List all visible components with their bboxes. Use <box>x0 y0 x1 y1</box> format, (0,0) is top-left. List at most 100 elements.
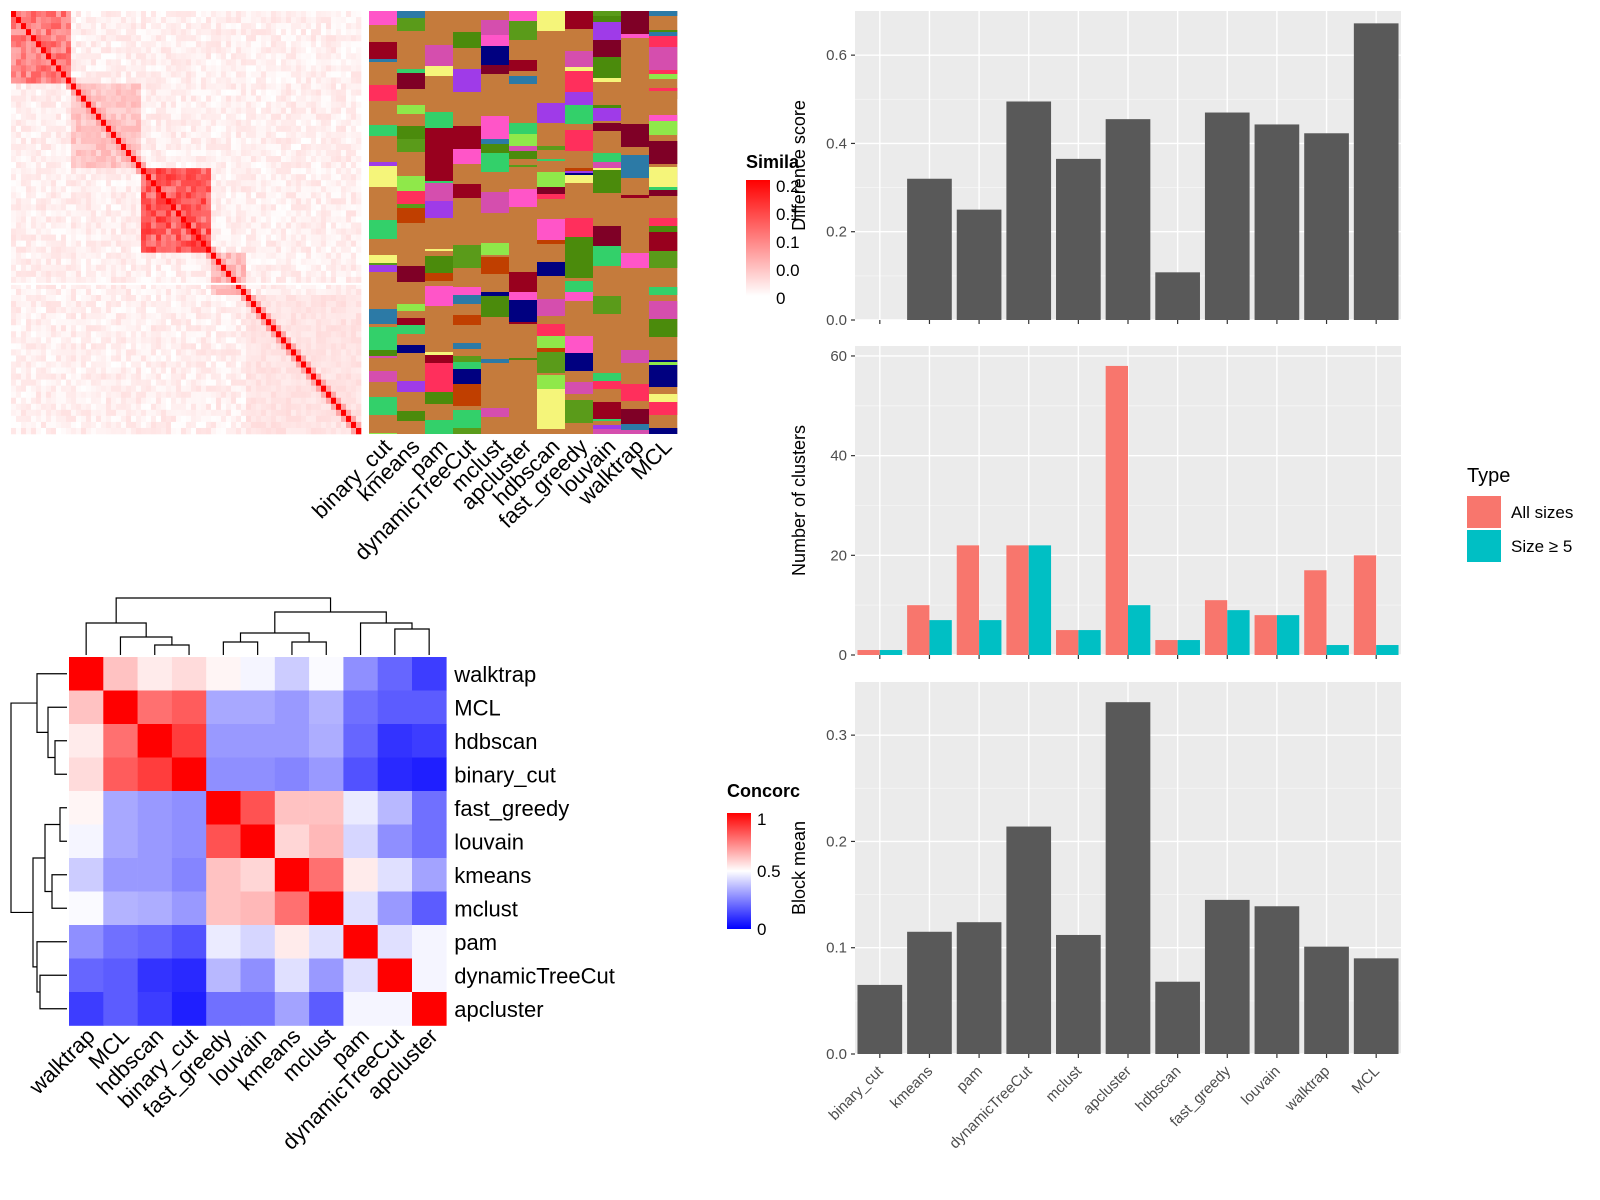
similarity-cell <box>141 246 147 254</box>
similarity-cell <box>166 282 172 290</box>
similarity-cell <box>211 252 217 260</box>
similarity-cell <box>121 301 127 308</box>
similarity-cell <box>316 270 322 278</box>
similarity-cell <box>56 397 62 405</box>
similarity-cell <box>216 379 222 386</box>
similarity-cell <box>226 101 232 108</box>
similarity-cell <box>211 89 217 96</box>
similarity-cell <box>246 222 252 229</box>
similarity-cell <box>351 282 357 290</box>
similarity-cell <box>106 198 112 205</box>
similarity-cell <box>156 313 162 320</box>
similarity-cell <box>236 149 242 157</box>
similarity-cell <box>326 343 332 350</box>
similarity-cell <box>56 137 62 145</box>
similarity-cell <box>211 101 217 108</box>
similarity-cell <box>286 156 292 163</box>
similarity-cell <box>106 101 112 108</box>
similarity-cell <box>276 301 282 308</box>
similarity-cell <box>356 162 362 169</box>
similarity-cell <box>216 162 222 169</box>
similarity-cell <box>221 276 227 284</box>
similarity-cell <box>241 53 247 60</box>
similarity-cell <box>301 168 307 175</box>
similarity-cell <box>231 415 237 423</box>
similarity-cell <box>261 107 267 115</box>
similarity-cell <box>86 204 92 211</box>
similarity-cell <box>151 198 157 205</box>
similarity-cell <box>201 288 207 296</box>
similarity-cell <box>126 337 132 344</box>
similarity-cell <box>156 391 162 399</box>
similarity-cell <box>61 415 67 423</box>
similarity-cell <box>136 252 142 260</box>
similarity-cell <box>291 162 297 169</box>
similarity-cell <box>161 391 167 399</box>
similarity-cell <box>161 276 167 284</box>
similarity-cell <box>46 29 52 36</box>
track-segment <box>369 59 398 62</box>
similarity-cell <box>191 276 197 284</box>
similarity-cell <box>276 113 282 121</box>
similarity-cell <box>61 325 67 332</box>
track-segment <box>397 411 426 421</box>
similarity-cell <box>76 143 82 151</box>
similarity-cell <box>276 343 282 350</box>
similarity-cell <box>251 198 257 205</box>
similarity-cell <box>251 89 257 96</box>
similarity-cell <box>176 240 182 247</box>
similarity-cell <box>176 137 182 145</box>
similarity-cell <box>106 35 112 42</box>
similarity-cell <box>321 95 327 102</box>
similarity-cell <box>26 307 32 314</box>
similarity-cell <box>216 409 222 417</box>
similarity-cell <box>291 168 297 175</box>
similarity-cell <box>331 107 337 115</box>
similarity-cell <box>141 301 147 308</box>
similarity-cell <box>316 210 322 217</box>
similarity-cell <box>271 204 277 211</box>
similarity-cell <box>191 355 197 362</box>
similarity-cell <box>251 288 257 296</box>
similarity-cell <box>321 355 327 362</box>
similarity-cell <box>246 403 252 411</box>
similarity-cell <box>226 71 232 78</box>
similarity-cell <box>196 367 202 374</box>
similarity-cell <box>341 41 347 48</box>
similarity-cell <box>276 270 282 278</box>
similarity-cell <box>286 246 292 254</box>
similarity-cell <box>16 301 22 308</box>
similarity-cell <box>61 361 67 368</box>
similarity-cell <box>301 343 307 350</box>
similarity-cell <box>346 379 352 386</box>
similarity-cell <box>106 337 112 344</box>
similarity-cell <box>141 403 147 411</box>
similarity-cell <box>106 421 112 429</box>
similarity-cell <box>321 113 327 121</box>
similarity-cell <box>226 131 232 139</box>
similarity-cell <box>301 47 307 54</box>
similarity-cell <box>221 270 227 278</box>
similarity-cell <box>56 119 62 127</box>
similarity-cell <box>291 192 297 199</box>
similarity-cell <box>341 361 347 368</box>
similarity-cell <box>176 361 182 368</box>
similarity-cell <box>41 53 47 60</box>
similarity-cell <box>141 288 147 296</box>
similarity-cell <box>86 131 92 139</box>
similarity-cell <box>36 131 42 139</box>
similarity-cell <box>161 156 167 163</box>
similarity-cell <box>231 228 237 235</box>
similarity-cell <box>296 270 302 278</box>
similarity-cell <box>66 65 72 72</box>
similarity-cell <box>156 53 162 60</box>
similarity-cell <box>256 131 262 139</box>
similarity-cell <box>111 162 117 169</box>
similarity-cell <box>21 331 27 338</box>
similarity-cell <box>146 331 152 338</box>
similarity-cell <box>351 162 357 169</box>
similarity-cell <box>191 35 197 42</box>
similarity-cell <box>91 107 97 115</box>
similarity-cell <box>321 65 327 72</box>
similarity-cell <box>181 373 187 380</box>
